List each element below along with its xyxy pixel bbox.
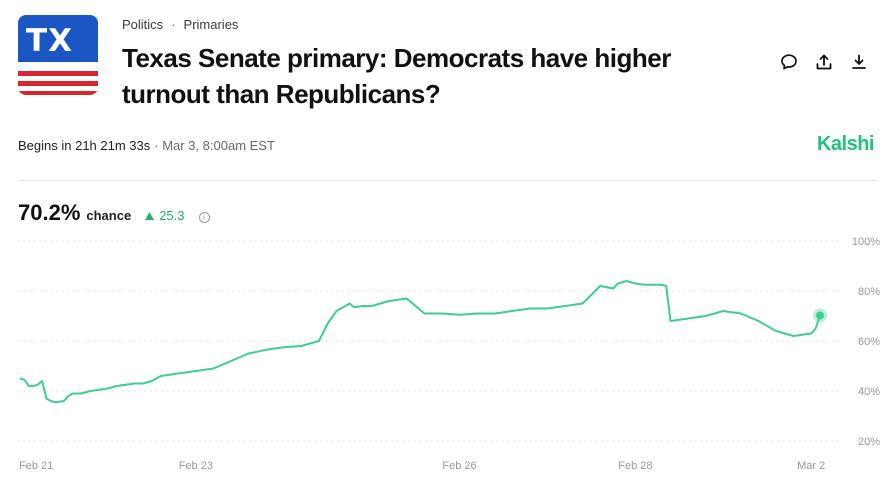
breadcrumb-category[interactable]: Politics [122, 17, 164, 32]
breadcrumb: Politics · Primaries [122, 17, 238, 32]
up-triangle-icon [145, 212, 155, 220]
series-line-yes [19, 280, 821, 404]
y-tick-label: 40% [858, 386, 880, 398]
x-tick-label: Mar 2 [797, 460, 825, 472]
breadcrumb-separator: · [171, 17, 176, 32]
y-tick-label: 60% [858, 336, 880, 348]
begins-countdown: Begins in 21h 21m 33s [18, 138, 151, 153]
logo-blue-field [18, 15, 98, 62]
info-icon[interactable]: i [198, 212, 210, 223]
y-tick-label: 20% [858, 436, 880, 448]
probability-summary: 70.2% chance 25.3 i [18, 200, 210, 226]
logo-stripe [18, 71, 98, 76]
divider [18, 180, 878, 181]
comment-icon [781, 54, 797, 70]
x-tick-label: Feb 26 [442, 460, 476, 472]
logo-state-code: TX [26, 23, 74, 59]
y-tick-label: 100% [852, 236, 880, 248]
start-date: · Mar 3, 8:00am EST [154, 138, 275, 153]
probability-value: 70.2% [18, 200, 81, 225]
kalshi-logo[interactable]: Kalshi [816, 133, 875, 155]
market-logo: TX [18, 15, 98, 95]
probability-change: 25.3 [145, 208, 185, 223]
x-tick-label: Feb 28 [618, 460, 652, 472]
y-tick-label: 80% [858, 286, 880, 298]
breadcrumb-subcategory[interactable]: Primaries [183, 17, 239, 32]
x-tick-label: Feb 21 [19, 460, 53, 472]
chance-label: chance [86, 208, 132, 223]
share-icon [816, 54, 832, 70]
action-bar [780, 52, 868, 72]
comment-button[interactable] [780, 52, 798, 72]
market-title: Texas Senate primary: Democrats have hig… [122, 43, 671, 109]
x-tick-label: Feb 23 [179, 460, 213, 472]
logo-stripe [18, 91, 98, 95]
download-button[interactable] [850, 52, 868, 72]
change-value: 25.3 [159, 208, 185, 223]
price-chart: 100% 80% 60% 40% 20% Feb 21 Feb 23 Feb 26 Feb 2… [18, 236, 880, 472]
share-button[interactable] [815, 52, 833, 72]
market-schedule: Begins in 21h 21m 33s · Mar 3, 8:00am ES… [18, 138, 275, 153]
logo-stripe [18, 81, 98, 86]
current-point [816, 311, 824, 320]
download-icon [852, 54, 866, 69]
